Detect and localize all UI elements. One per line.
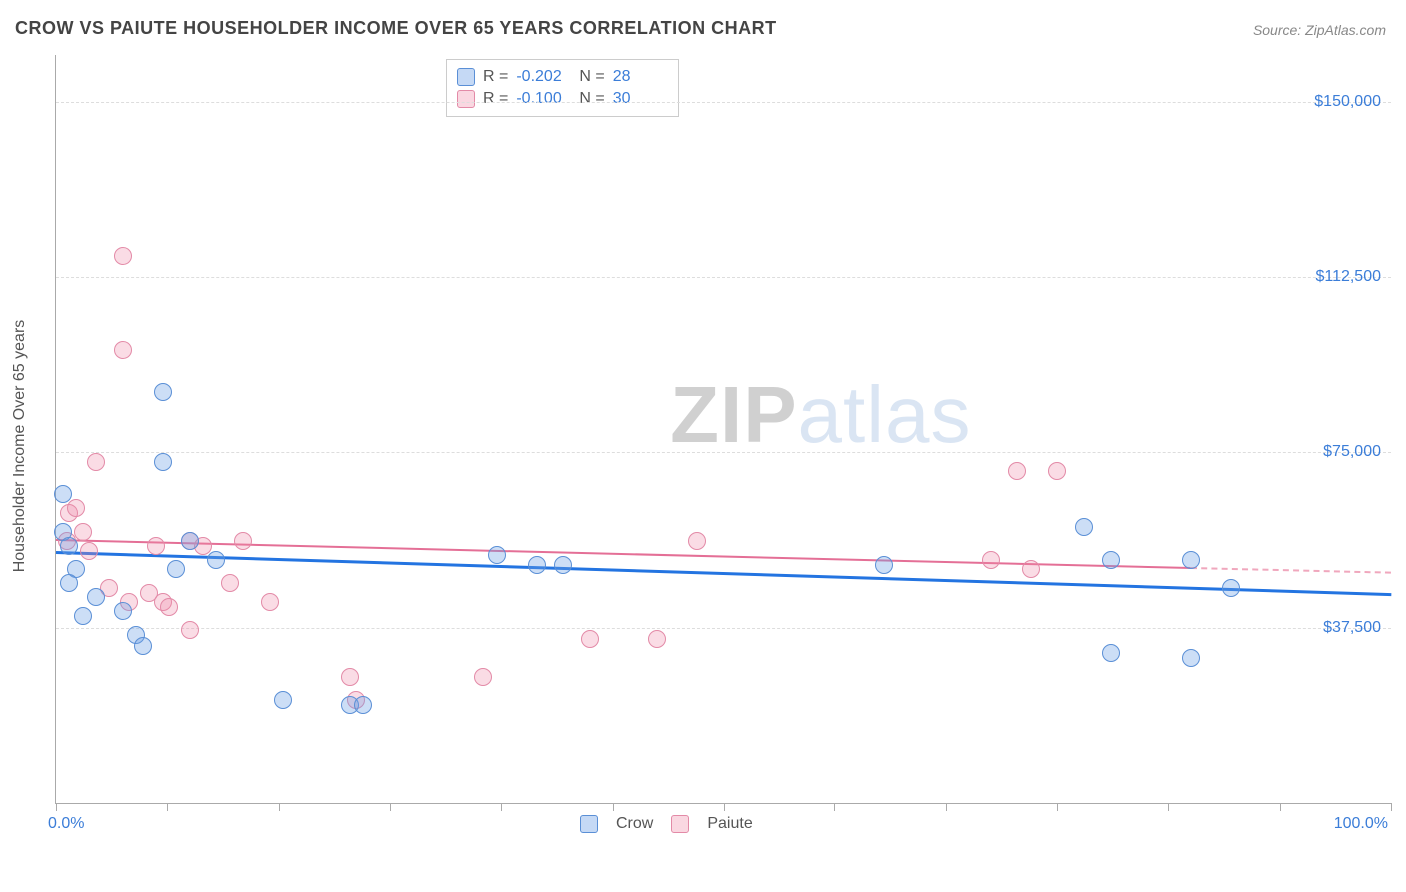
plot-area: ZIPatlas R = -0.202 N = 28 R = -0.100 N …: [55, 55, 1391, 804]
data-point: [221, 574, 239, 592]
data-point: [274, 691, 292, 709]
data-point: [688, 532, 706, 550]
gridline: [56, 628, 1391, 629]
y-axis-tick-label: $75,000: [1323, 443, 1381, 461]
x-axis-tick: [1280, 803, 1281, 811]
data-point: [74, 523, 92, 541]
legend-stats-row-paiute: R = -0.100 N = 30: [457, 88, 668, 110]
data-point: [80, 542, 98, 560]
data-point: [1102, 644, 1120, 662]
data-point: [1102, 551, 1120, 569]
data-point: [87, 588, 105, 606]
data-point: [207, 551, 225, 569]
y-axis-title: Householder Income Over 65 years: [11, 320, 29, 573]
legend-swatch-paiute: [671, 815, 689, 833]
data-point: [1075, 518, 1093, 536]
gridline: [56, 452, 1391, 453]
gridline: [56, 102, 1391, 103]
data-point: [54, 485, 72, 503]
x-axis-label-min: 0.0%: [48, 815, 84, 833]
data-point: [1182, 551, 1200, 569]
y-axis-tick-label: $150,000: [1314, 93, 1381, 111]
data-point: [982, 551, 1000, 569]
data-point: [87, 453, 105, 471]
x-axis-tick: [390, 803, 391, 811]
watermark-atlas: atlas: [798, 370, 972, 459]
data-point: [488, 546, 506, 564]
data-point: [528, 556, 546, 574]
data-point: [648, 630, 666, 648]
data-point: [554, 556, 572, 574]
gridline: [56, 277, 1391, 278]
watermark-zip: ZIP: [670, 370, 797, 459]
data-point: [474, 668, 492, 686]
data-point: [134, 637, 152, 655]
data-point: [60, 574, 78, 592]
data-point: [1008, 462, 1026, 480]
data-point: [181, 621, 199, 639]
data-point: [1022, 560, 1040, 578]
x-axis-tick: [279, 803, 280, 811]
data-point: [875, 556, 893, 574]
x-axis-tick: [1168, 803, 1169, 811]
r-label: R =: [483, 68, 508, 86]
n-label: N =: [579, 90, 604, 108]
trend-line: [56, 539, 1191, 569]
data-point: [261, 593, 279, 611]
x-axis-tick: [946, 803, 947, 811]
data-point: [354, 696, 372, 714]
n-label: N =: [579, 68, 604, 86]
n-value-paiute: 30: [613, 90, 668, 108]
data-point: [1048, 462, 1066, 480]
x-axis-tick: [834, 803, 835, 811]
data-point: [167, 560, 185, 578]
watermark: ZIPatlas: [670, 369, 971, 461]
data-point: [60, 537, 78, 555]
r-label: R =: [483, 90, 508, 108]
data-point: [114, 602, 132, 620]
legend-swatch-paiute: [457, 90, 475, 108]
data-point: [74, 607, 92, 625]
x-axis-tick: [613, 803, 614, 811]
n-value-crow: 28: [613, 68, 668, 86]
data-point: [1182, 649, 1200, 667]
x-axis-tick: [501, 803, 502, 811]
x-axis-tick: [167, 803, 168, 811]
x-axis-tick: [1057, 803, 1058, 811]
x-axis-label-max: 100.0%: [1334, 815, 1388, 833]
data-point: [341, 668, 359, 686]
y-axis-tick-label: $37,500: [1323, 619, 1381, 637]
legend-stats: R = -0.202 N = 28 R = -0.100 N = 30: [446, 59, 679, 117]
legend-label-crow: Crow: [616, 815, 653, 833]
data-point: [160, 598, 178, 616]
data-point: [234, 532, 252, 550]
data-point: [154, 383, 172, 401]
data-point: [154, 453, 172, 471]
r-value-crow: -0.202: [516, 68, 571, 86]
x-axis-tick: [1391, 803, 1392, 811]
source-attribution: Source: ZipAtlas.com: [1253, 22, 1386, 38]
trend-line: [1191, 567, 1391, 574]
legend-swatch-crow: [457, 68, 475, 86]
data-point: [1222, 579, 1240, 597]
y-axis-tick-label: $112,500: [1315, 268, 1381, 286]
legend-label-paiute: Paiute: [707, 815, 752, 833]
legend-stats-row-crow: R = -0.202 N = 28: [457, 66, 668, 88]
x-axis-tick: [724, 803, 725, 811]
data-point: [181, 532, 199, 550]
legend-series: Crow Paiute: [580, 815, 753, 833]
legend-swatch-crow: [580, 815, 598, 833]
data-point: [581, 630, 599, 648]
chart-container: { "title": "CROW VS PAIUTE HOUSEHOLDER I…: [0, 0, 1406, 892]
r-value-paiute: -0.100: [516, 90, 571, 108]
data-point: [147, 537, 165, 555]
x-axis-tick: [56, 803, 57, 811]
data-point: [67, 499, 85, 517]
chart-title: CROW VS PAIUTE HOUSEHOLDER INCOME OVER 6…: [15, 18, 777, 39]
data-point: [114, 341, 132, 359]
data-point: [114, 247, 132, 265]
